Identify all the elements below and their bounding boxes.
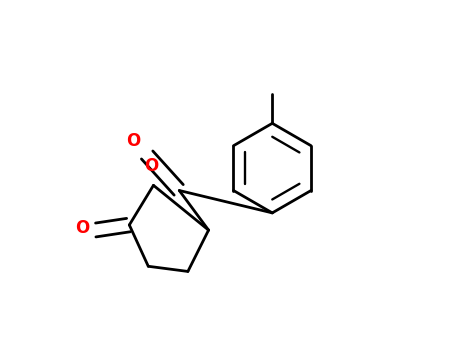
Text: O: O — [76, 219, 90, 237]
Text: O: O — [145, 157, 159, 175]
Text: O: O — [126, 132, 140, 150]
